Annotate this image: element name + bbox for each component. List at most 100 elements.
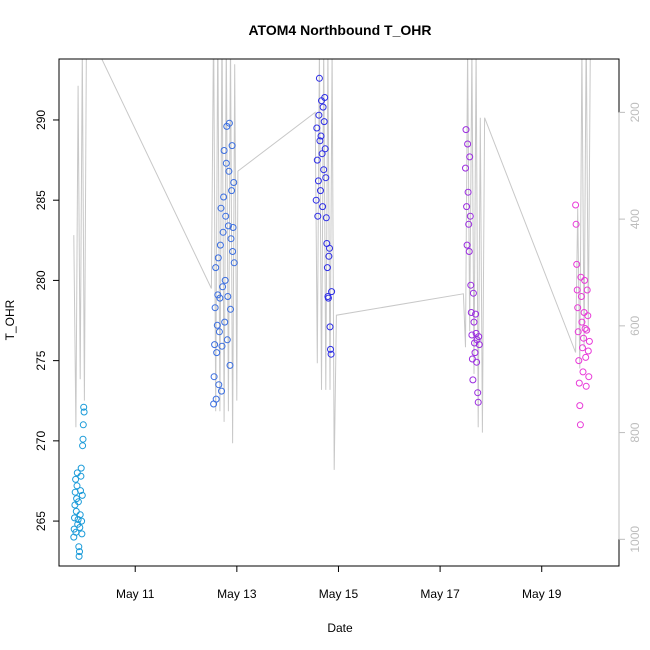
data-point <box>462 126 470 134</box>
data-point <box>576 421 584 429</box>
y-axis-label: T_OHR <box>3 299 17 340</box>
data-point <box>474 389 482 397</box>
data-point <box>218 387 225 395</box>
y2-axis: 200 400 600 800 1000 <box>618 102 642 553</box>
plot-frame <box>58 58 620 567</box>
data-point <box>76 511 84 519</box>
data-point <box>316 137 324 145</box>
secondary-line <box>73 59 591 470</box>
data-point <box>463 241 471 249</box>
data-point <box>313 156 321 164</box>
data-point <box>225 119 233 127</box>
data-point <box>585 373 593 381</box>
data-point <box>574 304 582 312</box>
data-point <box>80 403 88 411</box>
data-point <box>472 310 480 318</box>
data-point <box>321 145 329 153</box>
data-point <box>466 153 474 161</box>
data-point <box>72 507 80 515</box>
data-point <box>580 334 587 342</box>
data-point <box>224 222 232 230</box>
data-point <box>218 342 226 350</box>
x-tick-label: May 11 <box>116 587 155 601</box>
data-point <box>466 212 474 220</box>
data-point <box>573 286 581 294</box>
data-point <box>75 543 83 551</box>
data-point <box>467 281 475 289</box>
data-point <box>585 337 593 345</box>
y2-tick-label: 1000 <box>628 526 642 553</box>
data-point <box>319 103 327 111</box>
data-point <box>228 187 236 195</box>
data-point <box>475 341 483 349</box>
data-point <box>320 166 328 174</box>
data-point <box>219 283 227 291</box>
x-axis: May 11 May 13 May 15 May 17 May 19 <box>116 566 562 601</box>
data-point <box>576 402 584 410</box>
data-point <box>583 286 591 294</box>
data-point <box>464 188 472 196</box>
data-point <box>75 552 83 560</box>
data-point <box>215 381 223 389</box>
data-point <box>212 264 220 272</box>
data-point <box>211 304 219 312</box>
data-series <box>70 74 593 560</box>
data-point <box>579 368 587 376</box>
data-point <box>575 357 583 365</box>
y-axis: 265 270 275 280 285 290 <box>34 110 59 531</box>
data-point <box>322 214 330 222</box>
data-point <box>220 193 228 201</box>
data-point <box>210 373 218 381</box>
data-point <box>222 212 230 220</box>
data-point <box>315 74 323 82</box>
y-tick-label: 280 <box>34 270 48 290</box>
data-point <box>326 323 334 331</box>
data-point <box>323 264 331 272</box>
series-3 <box>312 74 336 358</box>
y-tick-label: 265 <box>34 511 48 531</box>
data-point <box>474 398 482 406</box>
chart-title: ATOM4 Northbound T_OHR <box>248 22 431 38</box>
data-point <box>78 530 86 538</box>
data-point <box>577 293 585 300</box>
data-point <box>221 276 229 284</box>
data-point <box>226 361 234 369</box>
series-1 <box>70 403 88 560</box>
data-point <box>214 254 222 262</box>
data-point <box>312 196 320 204</box>
data-point <box>321 94 329 101</box>
series-5 <box>572 201 593 429</box>
data-point <box>76 548 83 556</box>
series-4 <box>462 126 483 406</box>
data-point <box>322 174 330 182</box>
data-point <box>470 318 478 326</box>
data-point <box>582 353 590 361</box>
data-point <box>315 111 323 119</box>
data-point <box>584 312 592 320</box>
data-point <box>222 159 230 167</box>
data-point <box>71 514 78 522</box>
series-2 <box>210 119 238 408</box>
x-tick-label: May 13 <box>217 587 257 601</box>
data-point <box>78 517 86 525</box>
y-tick-label: 285 <box>34 190 48 210</box>
data-point <box>471 349 479 357</box>
data-point <box>229 224 237 231</box>
data-point <box>317 132 325 140</box>
data-point <box>327 345 334 353</box>
data-point <box>79 421 87 429</box>
data-point <box>216 294 224 302</box>
data-point <box>220 147 228 154</box>
data-point <box>77 472 85 480</box>
data-point <box>465 248 473 255</box>
data-point <box>314 177 322 185</box>
x-tick-label: May 15 <box>319 587 359 601</box>
data-point <box>579 344 586 352</box>
data-point <box>469 376 477 384</box>
data-point <box>221 318 229 326</box>
data-point <box>227 235 235 243</box>
data-point <box>467 309 475 316</box>
data-point <box>572 220 580 228</box>
data-point <box>473 358 481 366</box>
data-point <box>227 305 234 313</box>
